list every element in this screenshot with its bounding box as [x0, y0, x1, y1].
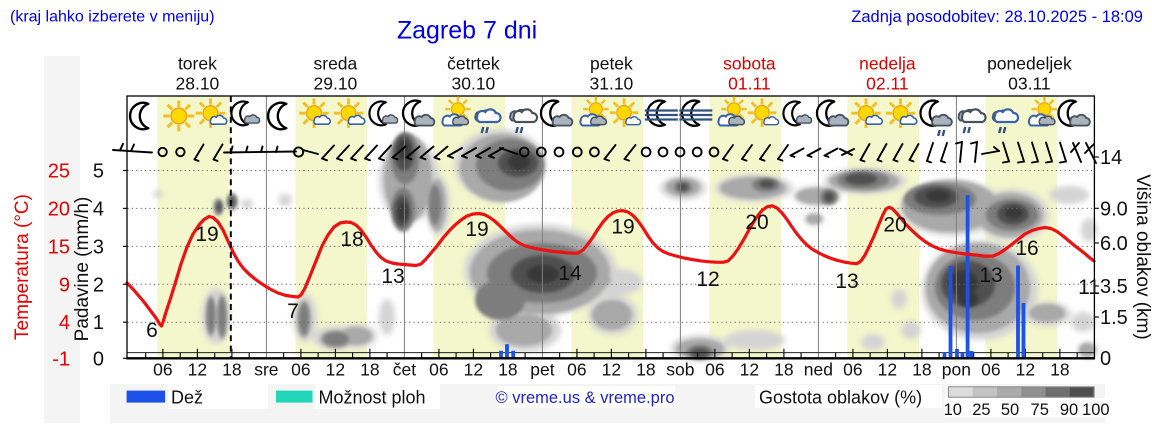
- svg-text:3: 3: [93, 236, 104, 258]
- svg-text:31.10: 31.10: [590, 74, 634, 94]
- svg-text:Zadnja posodobitev: 28.10.2025: Zadnja posodobitev: 28.10.2025 - 18:09: [851, 8, 1143, 26]
- svg-text:18: 18: [636, 360, 655, 380]
- svg-text:03.11: 03.11: [1008, 74, 1051, 94]
- svg-text:1.5: 1.5: [1100, 307, 1128, 329]
- svg-text:Padavine (mm/h): Padavine (mm/h): [72, 197, 93, 342]
- svg-text:sre: sre: [254, 360, 278, 380]
- svg-text:12: 12: [326, 360, 345, 380]
- svg-text:četrtek: četrtek: [447, 54, 500, 74]
- svg-text:petek: petek: [590, 54, 633, 74]
- svg-text:Zagreb 7 dni: Zagreb 7 dni: [397, 17, 537, 45]
- svg-text:06: 06: [153, 360, 172, 380]
- svg-text:ponedeljek: ponedeljek: [987, 54, 1072, 74]
- svg-text:9.0: 9.0: [1100, 198, 1128, 220]
- svg-text:13: 13: [381, 265, 404, 288]
- svg-text:02.11: 02.11: [866, 74, 909, 94]
- svg-text:06: 06: [567, 360, 586, 380]
- svg-text:0: 0: [1100, 348, 1111, 370]
- svg-text:01.11: 01.11: [728, 74, 771, 94]
- svg-text:13: 13: [979, 264, 1002, 287]
- svg-text:100: 100: [1082, 401, 1110, 419]
- svg-text:75: 75: [1031, 401, 1049, 419]
- svg-text:29.10: 29.10: [314, 74, 358, 94]
- svg-text:1: 1: [93, 312, 104, 334]
- svg-text:06: 06: [429, 360, 448, 380]
- svg-text:12: 12: [602, 360, 621, 380]
- svg-text:9: 9: [59, 274, 70, 296]
- svg-text:19: 19: [611, 216, 634, 239]
- svg-text:20: 20: [883, 214, 906, 237]
- svg-text:50: 50: [1001, 401, 1019, 419]
- svg-text:20: 20: [48, 198, 70, 220]
- svg-text:25: 25: [48, 161, 70, 183]
- svg-text:(kraj lahko izberete v meniju): (kraj lahko izberete v meniju): [10, 9, 215, 26]
- svg-text:18: 18: [912, 360, 931, 380]
- svg-text:torek: torek: [178, 54, 217, 74]
- svg-text:12: 12: [696, 268, 719, 291]
- svg-text:06: 06: [705, 360, 724, 380]
- svg-text:18: 18: [360, 360, 379, 380]
- svg-text:13: 13: [835, 270, 858, 293]
- svg-text:5: 5: [93, 161, 104, 183]
- svg-text:© vreme.us & vreme.pro: © vreme.us & vreme.pro: [495, 389, 674, 407]
- svg-text:14: 14: [558, 262, 582, 285]
- svg-text:nedelja: nedelja: [859, 54, 916, 74]
- svg-text:6.0: 6.0: [1100, 233, 1128, 255]
- svg-text:12: 12: [188, 360, 207, 380]
- svg-text:30.10: 30.10: [452, 74, 496, 94]
- svg-text:11: 11: [1078, 276, 1100, 299]
- svg-text:Temperatura (°C): Temperatura (°C): [12, 194, 33, 340]
- svg-text:12: 12: [464, 360, 483, 380]
- svg-text:Možnost ploh: Možnost ploh: [319, 388, 426, 408]
- svg-text:sob: sob: [666, 360, 694, 380]
- svg-text:4: 4: [59, 312, 70, 334]
- svg-text:18: 18: [340, 228, 363, 251]
- svg-text:06: 06: [981, 360, 1000, 380]
- svg-text:pon: pon: [942, 360, 971, 380]
- svg-text:19: 19: [465, 218, 488, 241]
- svg-text:ned: ned: [804, 360, 833, 380]
- svg-text:15: 15: [48, 236, 70, 258]
- svg-text:0: 0: [93, 348, 104, 370]
- svg-text:4: 4: [93, 198, 104, 220]
- svg-text:18: 18: [498, 360, 517, 380]
- svg-text:12: 12: [740, 360, 759, 380]
- svg-text:20: 20: [745, 211, 768, 234]
- svg-text:18: 18: [222, 360, 241, 380]
- svg-text:12: 12: [878, 360, 897, 380]
- svg-text:čet: čet: [393, 360, 416, 380]
- svg-text:18: 18: [774, 360, 793, 380]
- svg-text:Dež: Dež: [171, 388, 203, 408]
- svg-text:25: 25: [972, 401, 990, 419]
- svg-text:sobota: sobota: [723, 54, 776, 74]
- svg-text:90: 90: [1060, 401, 1078, 419]
- svg-text:10: 10: [944, 401, 962, 419]
- svg-text:12: 12: [1016, 360, 1035, 380]
- svg-text:Višina oblakov (km): Višina oblakov (km): [1132, 174, 1152, 339]
- svg-text:-1: -1: [52, 348, 70, 370]
- svg-text:18: 18: [1050, 360, 1069, 380]
- svg-text:2: 2: [93, 274, 104, 296]
- svg-text:19: 19: [195, 223, 218, 246]
- svg-text:06: 06: [291, 360, 310, 380]
- svg-text:16: 16: [1015, 237, 1038, 260]
- svg-text:sreda: sreda: [314, 54, 358, 74]
- svg-text:pet: pet: [530, 360, 554, 380]
- svg-text:7: 7: [287, 300, 299, 323]
- svg-text:3.5: 3.5: [1100, 276, 1128, 298]
- svg-text:6: 6: [146, 319, 158, 342]
- svg-text:28.10: 28.10: [176, 74, 220, 94]
- svg-text:14: 14: [1100, 147, 1122, 169]
- svg-text:06: 06: [843, 360, 862, 380]
- svg-text:Gostota oblakov (%): Gostota oblakov (%): [759, 388, 922, 408]
